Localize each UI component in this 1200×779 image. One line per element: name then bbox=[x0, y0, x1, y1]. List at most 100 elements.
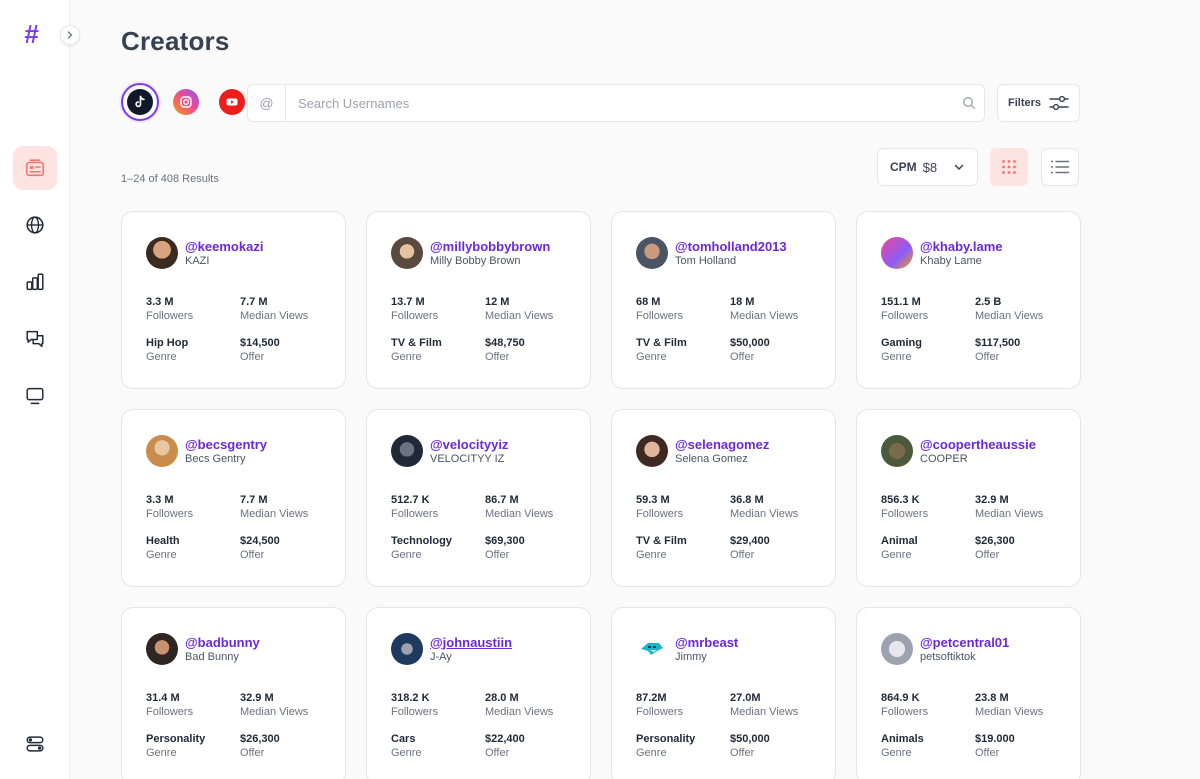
offer-value: $50,000 bbox=[730, 733, 770, 745]
avatar bbox=[146, 435, 178, 467]
creator-card[interactable]: @becsgentry Becs Gentry 3.3 M Followers … bbox=[121, 409, 346, 587]
creator-handle-link[interactable]: @johnaustiin bbox=[430, 634, 513, 650]
followers-value: 3.3 M bbox=[146, 494, 174, 506]
followers-label: Followers bbox=[391, 508, 439, 520]
filters-button[interactable]: Filters bbox=[997, 84, 1080, 122]
creator-card[interactable]: @selenagomez Selena Gomez 59.3 M Followe… bbox=[611, 409, 836, 587]
median-views-label: Median Views bbox=[975, 508, 1044, 520]
genre-value: Animals bbox=[881, 733, 924, 745]
sidebar-item-display[interactable] bbox=[13, 374, 57, 418]
creator-handle-link[interactable]: @keemokazi bbox=[185, 238, 264, 254]
grid-view-button[interactable] bbox=[990, 148, 1028, 186]
followers-label: Followers bbox=[146, 706, 194, 718]
creator-card[interactable]: @millybobbybrown Milly Bobby Brown 13.7 … bbox=[366, 211, 591, 389]
creator-header: @tomholland2013 Tom Holland bbox=[636, 237, 787, 269]
median-views-label: Median Views bbox=[730, 508, 799, 520]
instagram-icon bbox=[173, 89, 199, 115]
avatar bbox=[391, 633, 423, 665]
creator-card[interactable]: @badbunny Bad Bunny 31.4 M Followers 32.… bbox=[121, 607, 346, 779]
creator-card[interactable]: @coopertheaussie COOPER 856.3 K Follower… bbox=[856, 409, 1081, 587]
genre-stat: Health Genre bbox=[146, 534, 180, 562]
creator-card[interactable]: @keemokazi KAZI 3.3 M Followers 7.7 M Me… bbox=[121, 211, 346, 389]
list-view-button[interactable] bbox=[1041, 148, 1079, 186]
genre-label: Genre bbox=[881, 747, 912, 759]
median-views-stat: 86.7 M Median Views bbox=[485, 493, 553, 521]
median-views-stat: 18 M Median Views bbox=[730, 295, 798, 323]
median-views-stat: 27.0M Median Views bbox=[730, 691, 798, 719]
filters-label: Filters bbox=[1007, 97, 1041, 109]
creator-handle-link[interactable]: @petcentral01 bbox=[920, 634, 1010, 650]
platform-tiktok-button[interactable] bbox=[121, 83, 159, 121]
search-icon[interactable] bbox=[954, 96, 984, 110]
cpm-label: CPM bbox=[890, 160, 917, 174]
creator-handle-link[interactable]: @becsgentry bbox=[185, 436, 268, 452]
followers-stat: 864.9 K Followers bbox=[881, 691, 928, 719]
genre-stat: Gaming Genre bbox=[881, 336, 922, 364]
sidebar-item-settings[interactable] bbox=[13, 722, 57, 766]
genre-value: Personality bbox=[636, 733, 696, 745]
creator-card[interactable]: @khaby.lame Khaby Lame 151.1 M Followers… bbox=[856, 211, 1081, 389]
creator-grid: @keemokazi KAZI 3.3 M Followers 7.7 M Me… bbox=[121, 211, 1081, 779]
creator-header: @badbunny Bad Bunny bbox=[146, 633, 260, 665]
offer-stat: $26,300 Offer bbox=[975, 534, 1015, 562]
sidebar-item-analytics[interactable] bbox=[13, 260, 57, 304]
platform-youtube-button[interactable] bbox=[213, 83, 251, 121]
avatar bbox=[146, 237, 178, 269]
genre-label: Genre bbox=[146, 351, 177, 363]
creator-handle-link[interactable]: @selenagomez bbox=[675, 436, 770, 452]
creator-handle-link[interactable]: @coopertheaussie bbox=[920, 436, 1036, 452]
creator-handle-link[interactable]: @velocityyiz bbox=[430, 436, 509, 452]
sidebar-item-creators[interactable] bbox=[13, 146, 57, 190]
offer-label: Offer bbox=[730, 549, 755, 561]
median-views-value: 7.7 M bbox=[240, 494, 268, 506]
followers-value: 3.3 M bbox=[146, 296, 174, 308]
creator-handle-link[interactable]: @tomholland2013 bbox=[675, 238, 787, 254]
offer-label: Offer bbox=[975, 549, 1000, 561]
followers-value: 13.7 M bbox=[391, 296, 425, 308]
avatar bbox=[636, 633, 668, 665]
followers-stat: 3.3 M Followers bbox=[146, 493, 193, 521]
genre-stat: Cars Genre bbox=[391, 732, 422, 760]
offer-value: $50,000 bbox=[730, 337, 770, 349]
genre-value: TV & Film bbox=[636, 535, 687, 547]
offer-value: $14,500 bbox=[240, 337, 280, 349]
genre-stat: TV & Film Genre bbox=[636, 336, 687, 364]
genre-stat: Animal Genre bbox=[881, 534, 918, 562]
median-views-stat: 7.7 M Median Views bbox=[240, 493, 308, 521]
offer-stat: $50,000 Offer bbox=[730, 732, 770, 760]
median-views-label: Median Views bbox=[730, 706, 799, 718]
sidebar-item-globe[interactable] bbox=[13, 203, 57, 247]
creator-card[interactable]: @johnaustiin J-Ay 318.2 K Followers 28.0… bbox=[366, 607, 591, 779]
creator-handle-link[interactable]: @badbunny bbox=[185, 634, 260, 650]
creator-card[interactable]: @tomholland2013 Tom Holland 68 M Followe… bbox=[611, 211, 836, 389]
offer-value: $48,750 bbox=[485, 337, 525, 349]
median-views-label: Median Views bbox=[240, 508, 309, 520]
search-input[interactable] bbox=[286, 85, 954, 121]
creator-handle-link[interactable]: @khaby.lame bbox=[920, 238, 1003, 254]
offer-stat: $48,750 Offer bbox=[485, 336, 525, 364]
median-views-value: 28.0 M bbox=[485, 692, 519, 704]
median-views-stat: 23.8 M Median Views bbox=[975, 691, 1043, 719]
genre-stat: Personality Genre bbox=[146, 732, 205, 760]
creator-card[interactable]: @mrbeast Jimmy 87.2M Followers 27.0M Med… bbox=[611, 607, 836, 779]
followers-stat: 856.3 K Followers bbox=[881, 493, 928, 521]
genre-stat: Animals Genre bbox=[881, 732, 924, 760]
creator-card[interactable]: @petcentral01 petsoftiktok 864.9 K Follo… bbox=[856, 607, 1081, 779]
creator-handle-link[interactable]: @mrbeast bbox=[675, 634, 739, 650]
results-count: 1–24 of 408 Results bbox=[121, 173, 219, 185]
id-card-icon bbox=[25, 159, 45, 177]
hashtag-logo-icon[interactable]: # bbox=[24, 19, 39, 49]
followers-stat: 151.1 M Followers bbox=[881, 295, 928, 323]
genre-value: Animal bbox=[881, 535, 918, 547]
median-views-label: Median Views bbox=[485, 508, 554, 520]
cpm-dropdown[interactable]: CPM $8 bbox=[877, 148, 978, 186]
creator-card[interactable]: @velocityyiz VELOCITYY IZ 512.7 K Follow… bbox=[366, 409, 591, 587]
followers-value: 31.4 M bbox=[146, 692, 180, 704]
creator-handle-link[interactable]: @millybobbybrown bbox=[430, 238, 551, 254]
sidebar-expand-button[interactable] bbox=[60, 25, 80, 45]
sidebar-item-messages[interactable] bbox=[13, 317, 57, 361]
creator-header: @mrbeast Jimmy bbox=[636, 633, 738, 665]
genre-value: TV & Film bbox=[636, 337, 687, 349]
platform-instagram-button[interactable] bbox=[167, 83, 205, 121]
creator-header: @velocityyiz VELOCITYY IZ bbox=[391, 435, 508, 467]
